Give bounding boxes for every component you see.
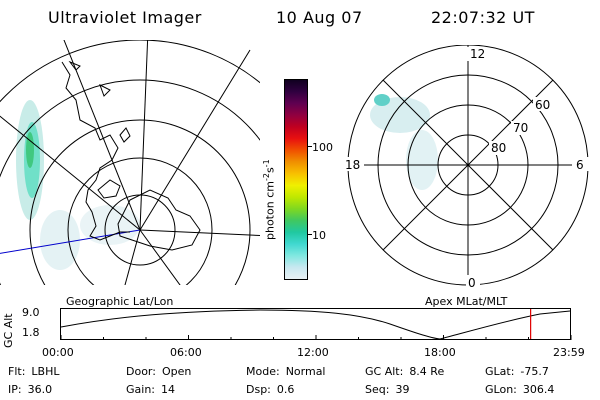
info-row1-field-2: Mode: Normal: [246, 365, 326, 378]
colorbar-tick-100: 100: [312, 141, 333, 154]
orbit-altitude-curve: [60, 309, 571, 340]
lat-circle-4: [0, 79, 260, 285]
info-row2-field-3: Seq: 39: [365, 383, 409, 396]
geographic-caption: Geographic Lat/Lon: [66, 295, 174, 308]
mlt-label-0: 0: [468, 276, 476, 290]
timeline-x-tick-1200: 12:00: [297, 346, 329, 359]
timeline-x-tick-1800: 18:00: [424, 346, 456, 359]
timeline-x-tick-2359: 23:59: [553, 346, 585, 359]
mlt-label-12: 12: [470, 47, 485, 61]
info-row2-field-0: IP: 36.0: [8, 383, 52, 396]
info-label: Door:: [126, 365, 156, 378]
info-row1-field-3: GC Alt: 8.4 Re: [365, 365, 444, 378]
magnetic-caption: Apex MLat/MLT: [425, 295, 508, 308]
mlt-label-6: 6: [576, 158, 584, 172]
mlt-diagonal-2: [382, 79, 554, 251]
meridian-1: [63, 40, 141, 231]
timeline-y-label: GC Alt: [2, 313, 15, 348]
info-row2-field-1: Gain: 14: [126, 383, 175, 396]
lat-circle-2: [67, 157, 213, 285]
meridian-6: [124, 229, 141, 285]
lat-circle-3: [29, 119, 251, 285]
instrument-title: Ultraviolet Imager: [48, 8, 202, 27]
info-value: 0.6: [276, 383, 295, 396]
info-label: Seq:: [365, 383, 390, 396]
mlat-label-80: 80: [491, 141, 506, 155]
info-label: Flt:: [8, 365, 26, 378]
info-row2-field-2: Dsp: 0.6: [246, 383, 294, 396]
info-label: GLat:: [485, 365, 515, 378]
timeline-y-tick-high: 9.0: [22, 306, 40, 319]
coastline-island-2: [97, 179, 121, 199]
coastline-island-3: [68, 60, 81, 71]
timeline-x-tick-0600: 06:00: [170, 346, 202, 359]
info-label: Mode:: [246, 365, 280, 378]
geographic-map: [0, 40, 260, 285]
info-label: Dsp:: [246, 383, 271, 396]
colorbar-tick-10: 10: [312, 229, 326, 242]
info-label: GLon:: [485, 383, 517, 396]
info-label: Gain:: [126, 383, 155, 396]
aurora-emission-right: [370, 94, 438, 190]
info-row1-field-1: Door: Open: [126, 365, 191, 378]
info-value: 306.4: [522, 383, 555, 396]
coastline-island-1: [119, 127, 131, 143]
info-value: 36.0: [27, 383, 53, 396]
aurora-emission-left: [16, 100, 140, 270]
timeline-x-tick-0000: 00:00: [42, 346, 74, 359]
timeline-frame: [60, 308, 571, 340]
date-label: 10 Aug 07: [276, 8, 363, 27]
info-label: IP:: [8, 383, 22, 396]
coastline-south-america: [61, 61, 130, 241]
colorbar: [284, 79, 308, 280]
colorbar-gradient: [285, 80, 307, 279]
colorbar-unit-label: photon cm-2s-1: [262, 159, 277, 240]
timeline-plot: [60, 308, 572, 340]
mlat-label-60: 60: [535, 98, 550, 112]
timeline-y-tick-low: 1.8: [22, 326, 40, 339]
mlat-label-70: 70: [513, 121, 528, 135]
coastline-island-4: [99, 83, 111, 97]
time-label: 22:07:32 UT: [431, 8, 535, 27]
info-value: 39: [395, 383, 410, 396]
info-value: 8.4 Re: [409, 365, 445, 378]
meridian-2: [139, 40, 149, 231]
info-value: 14: [161, 383, 175, 396]
meridian-4: [139, 229, 260, 237]
info-value: LBHL: [31, 365, 60, 378]
magnetic-map: 12 18 6 0 60 70 80: [340, 45, 590, 290]
info-row2-field-4: GLon: 306.4: [485, 383, 554, 396]
mlt-label-18: 18: [345, 158, 360, 172]
info-value: -75.7: [520, 365, 549, 378]
info-row1-field-0: Flt: LBHL: [8, 365, 59, 378]
meridian-5: [139, 229, 181, 285]
info-row1-field-4: GLat: -75.7: [485, 365, 549, 378]
coastline-antarctica: [117, 189, 201, 251]
info-label: GC Alt:: [365, 365, 404, 378]
meridian-8: [0, 115, 141, 231]
info-value: Normal: [285, 365, 326, 378]
meridian-3: [139, 49, 251, 231]
info-value: Open: [161, 365, 192, 378]
